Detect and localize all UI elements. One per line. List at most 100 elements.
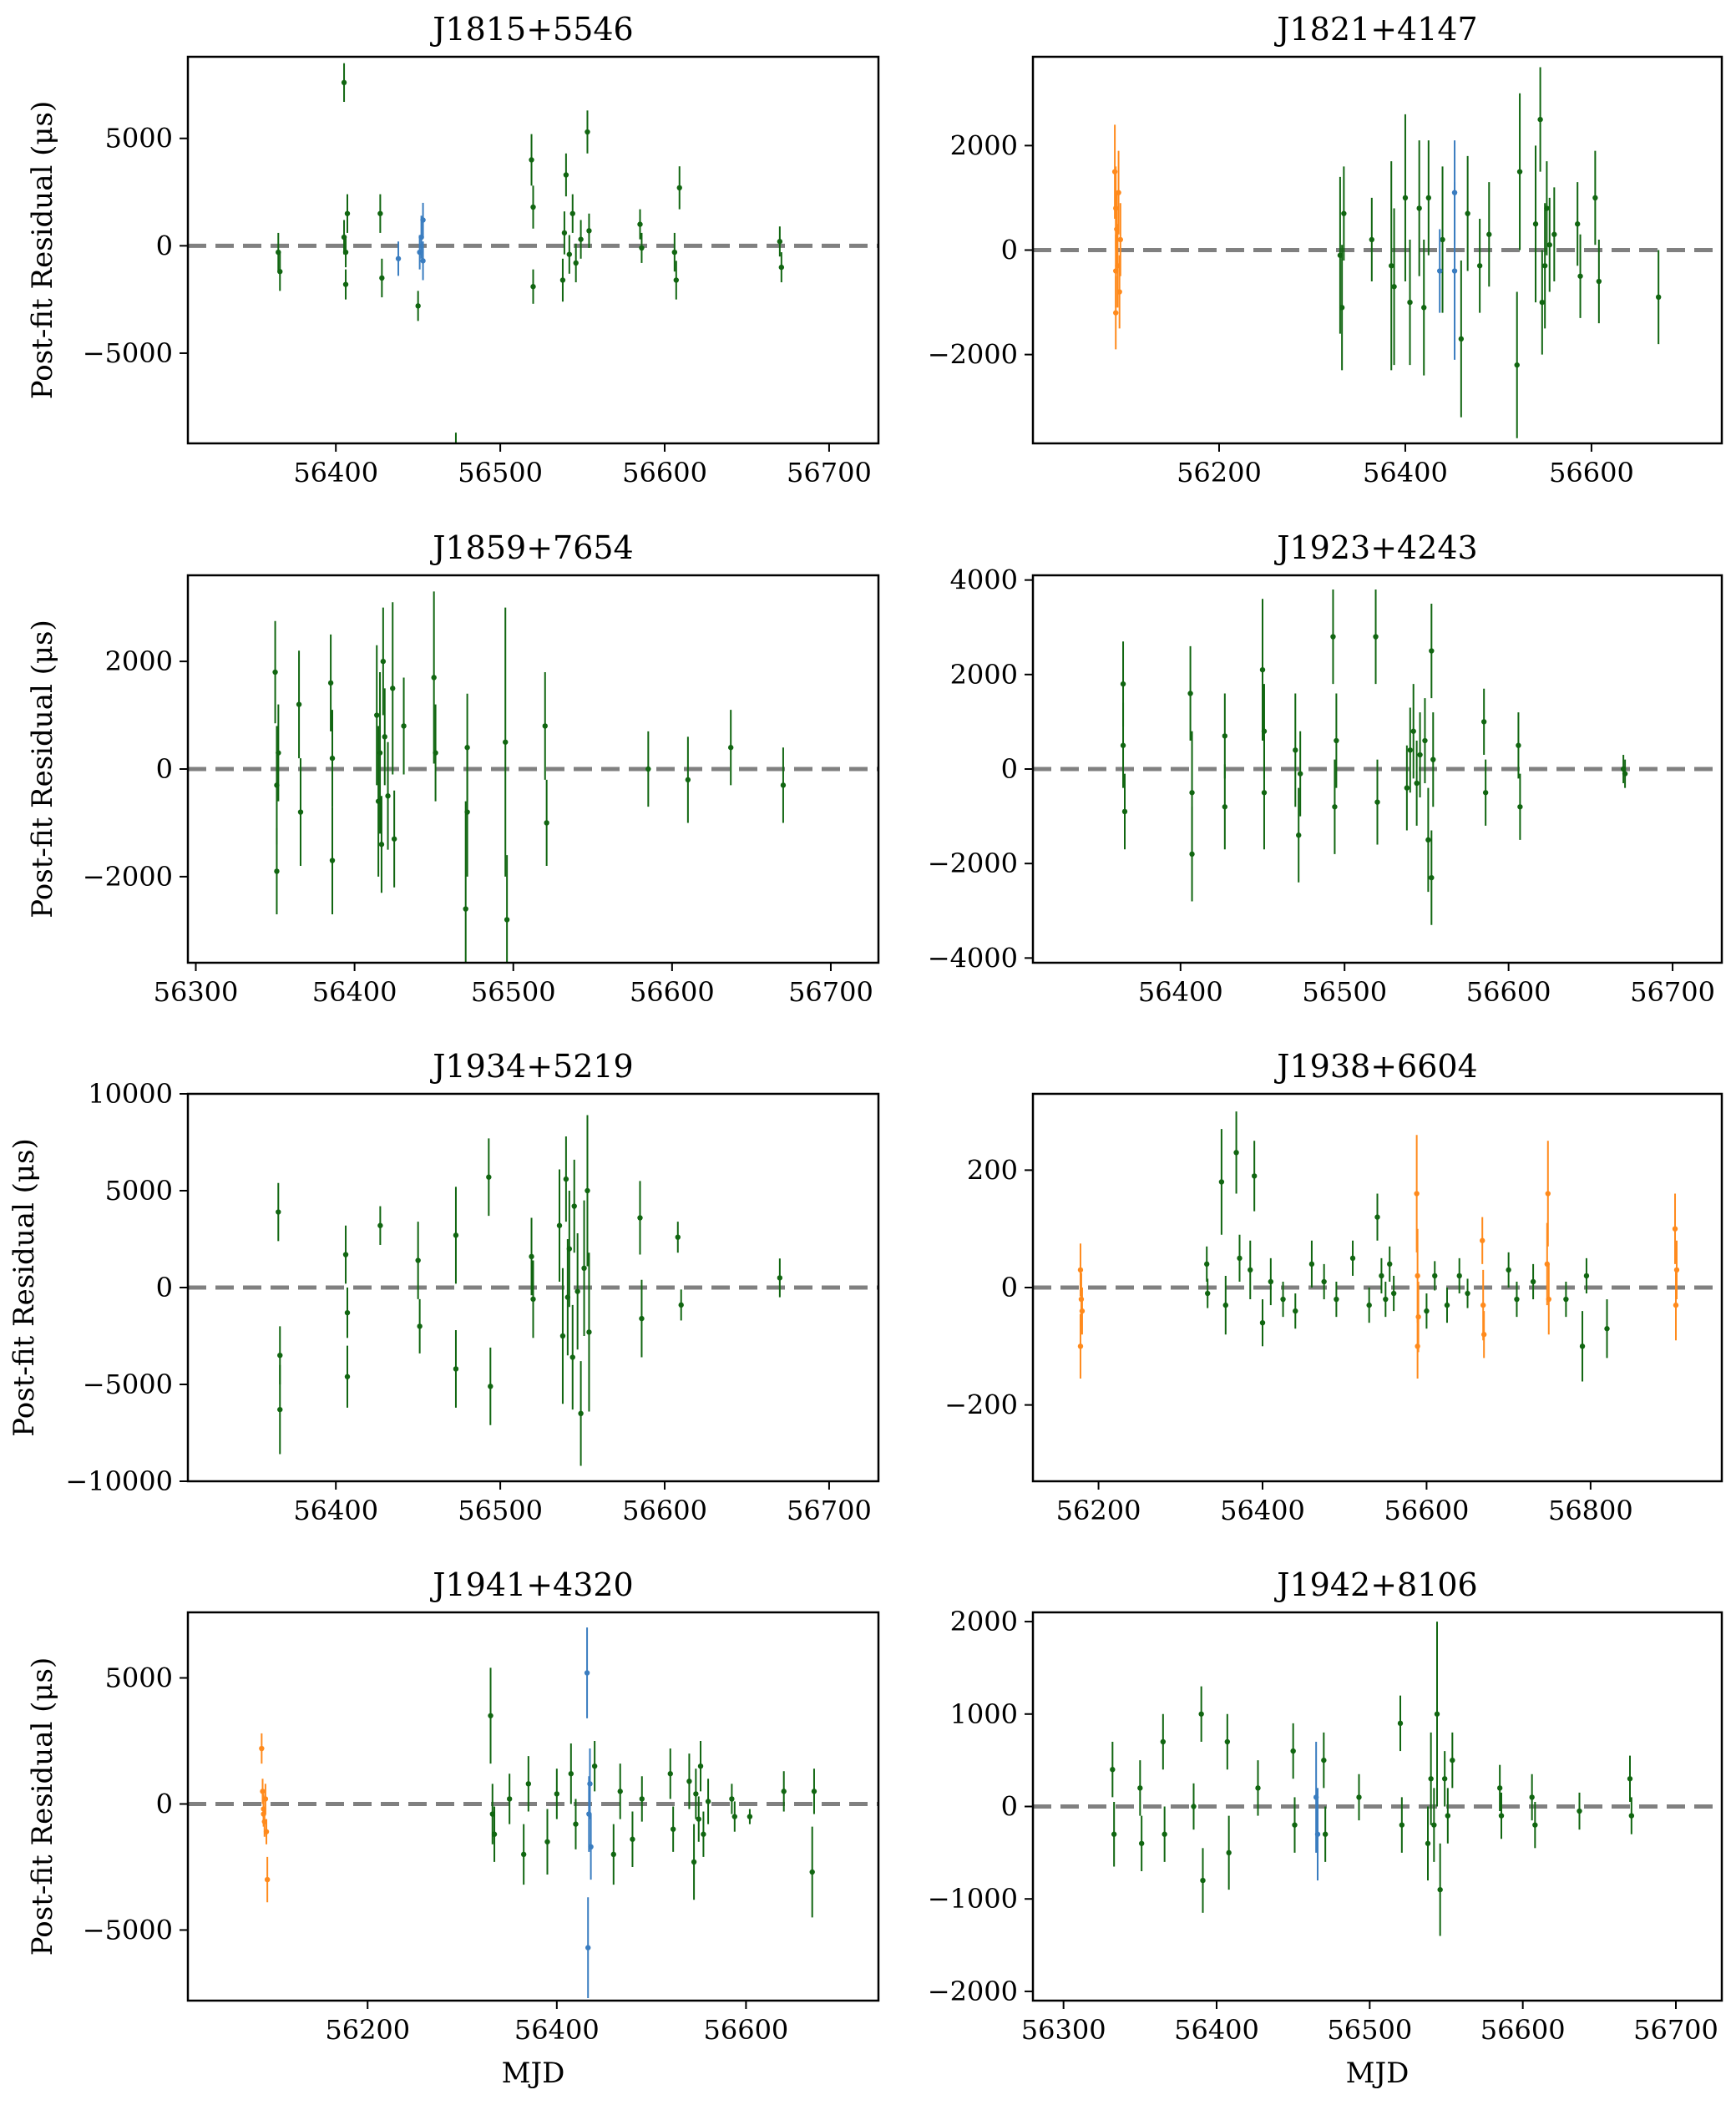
y-tick-label: 0 xyxy=(156,230,173,261)
data-point xyxy=(1290,1748,1296,1754)
y-tick-label: −4000 xyxy=(928,942,1018,974)
y-tick-label: 0 xyxy=(1001,1272,1018,1303)
data-point xyxy=(1237,1255,1243,1262)
data-point xyxy=(1334,737,1339,744)
data-point xyxy=(344,1309,351,1316)
data-point xyxy=(379,275,385,281)
plot-frame xyxy=(186,1611,880,2002)
y-axis-label: Post-fit Residual (μs) xyxy=(8,1138,41,1436)
data-point xyxy=(809,1869,815,1875)
data-point xyxy=(1516,742,1521,748)
panel-title: J1942+8106 xyxy=(1273,1566,1478,1603)
data-point xyxy=(1465,210,1470,216)
data-point xyxy=(1532,221,1539,227)
data-point xyxy=(374,712,380,718)
panel-4: J1923+4243 56400 56500 56600 56700 −4000 −2000… xyxy=(928,529,1723,1008)
y-tick-label: 0 xyxy=(1001,753,1018,785)
data-point xyxy=(1397,1720,1404,1727)
data-point xyxy=(506,1796,513,1802)
data-point xyxy=(566,1246,573,1252)
y-tick-label: −5000 xyxy=(83,1914,173,1946)
data-point xyxy=(561,230,568,236)
data-point xyxy=(1432,1273,1438,1279)
data-point xyxy=(1391,284,1397,290)
data-point xyxy=(1399,1822,1405,1828)
data-point xyxy=(693,1791,699,1797)
data-point xyxy=(1379,1273,1384,1279)
data-point xyxy=(1077,1267,1084,1273)
x-tick-label: 56200 xyxy=(325,2014,410,2046)
x-tick-label: 56400 xyxy=(1138,976,1223,1008)
data-point xyxy=(1296,832,1302,838)
panel-title: J1938+6604 xyxy=(1273,1048,1478,1085)
data-point xyxy=(1410,728,1416,734)
data-layer xyxy=(188,63,878,443)
data-point xyxy=(391,836,397,842)
data-point xyxy=(1445,1813,1451,1819)
data-point xyxy=(1334,1296,1339,1303)
data-point xyxy=(1248,1267,1253,1273)
data-point xyxy=(1077,1343,1084,1349)
data-point xyxy=(1480,1302,1486,1308)
data-point xyxy=(563,172,569,178)
data-point xyxy=(1387,1261,1393,1268)
data-point xyxy=(1374,799,1380,805)
data-point xyxy=(1604,1326,1610,1332)
data-point xyxy=(390,686,396,691)
x-tick-label: 56800 xyxy=(1548,1495,1633,1526)
x-tick-label: 56600 xyxy=(703,2014,788,2046)
data-point xyxy=(1120,681,1126,687)
data-point xyxy=(491,1831,498,1837)
data-point xyxy=(1261,728,1268,734)
data-point xyxy=(588,1844,594,1850)
x-tick-label: 56400 xyxy=(514,2014,600,2046)
y-tick-label: 200 xyxy=(967,1154,1018,1186)
x-tick-label: 56500 xyxy=(458,457,543,488)
panels: J1815+5546 56400 56500 56600 56700 −5000 0 5000… xyxy=(8,11,1723,2090)
y-tick-label: 0 xyxy=(156,753,173,785)
data-point xyxy=(1579,1343,1586,1349)
data-point xyxy=(691,1859,697,1865)
x-tick-label: 56600 xyxy=(630,976,715,1008)
data-point xyxy=(811,1789,817,1794)
data-point xyxy=(1389,263,1394,269)
x-tick-label: 56500 xyxy=(471,976,556,1008)
data-point xyxy=(1280,1296,1286,1303)
data-point xyxy=(1482,790,1489,796)
data-point xyxy=(1537,116,1543,123)
y-tick-label: 0 xyxy=(1001,1791,1018,1823)
data-point xyxy=(1480,719,1487,725)
y-tick-label: −10000 xyxy=(65,1465,173,1497)
data-point xyxy=(1160,1738,1167,1745)
data-point xyxy=(696,1816,701,1822)
data-point xyxy=(1451,190,1458,195)
data-point xyxy=(1458,336,1465,342)
data-point xyxy=(1514,362,1520,368)
y-tick-label: −5000 xyxy=(83,1369,173,1400)
data-point xyxy=(1673,1302,1679,1308)
y-tick-label: 5000 xyxy=(105,1662,173,1694)
data-point xyxy=(264,1876,271,1883)
data-point xyxy=(673,277,680,283)
data-point xyxy=(1407,299,1413,306)
data-point xyxy=(585,1187,590,1194)
data-point xyxy=(1450,1757,1455,1763)
x-tick-label: 56500 xyxy=(458,1495,543,1526)
data-point xyxy=(1430,756,1436,762)
data-point xyxy=(578,236,584,242)
data-point xyxy=(1330,634,1336,640)
data-point xyxy=(1402,195,1409,201)
data-point xyxy=(1332,804,1338,810)
data-point xyxy=(670,1826,676,1832)
data-point xyxy=(395,256,402,261)
x-tick-label: 56600 xyxy=(1549,457,1634,488)
data-point xyxy=(1437,1886,1443,1893)
data-point xyxy=(453,1366,459,1372)
data-point xyxy=(433,750,438,756)
data-point xyxy=(1255,1785,1261,1791)
data-point xyxy=(1546,242,1552,248)
data-point xyxy=(678,1302,684,1308)
data-point xyxy=(667,1771,673,1777)
data-point xyxy=(274,868,280,874)
